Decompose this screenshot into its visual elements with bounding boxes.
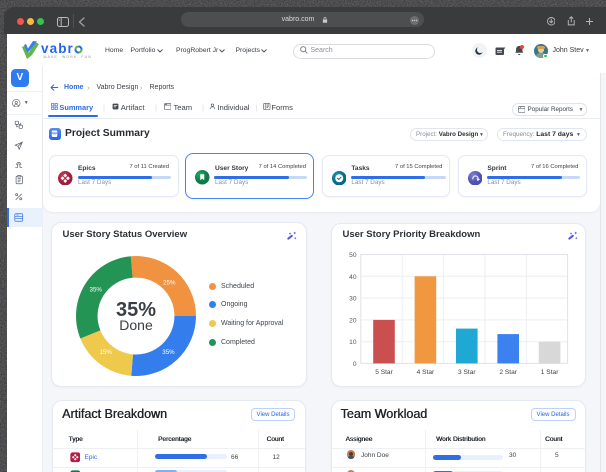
svg-text:50: 50 <box>349 252 357 259</box>
svg-text:35%: 35% <box>162 348 175 355</box>
svg-text:30: 30 <box>349 296 357 303</box>
svg-text:35%: 35% <box>90 286 103 293</box>
svg-text:10: 10 <box>349 339 357 346</box>
svg-text:4 Star: 4 Star <box>417 369 435 376</box>
svg-text:5 Star: 5 Star <box>375 369 393 376</box>
svg-text:1 Star: 1 Star <box>541 369 559 376</box>
svg-text:15%: 15% <box>99 349 112 356</box>
svg-text:25%: 25% <box>163 279 176 286</box>
svg-text:0: 0 <box>353 361 357 368</box>
svg-text:3 Star: 3 Star <box>458 369 476 376</box>
svg-text:2 Star: 2 Star <box>499 369 517 376</box>
svg-text:40: 40 <box>349 274 357 281</box>
svg-text:20: 20 <box>349 317 357 324</box>
